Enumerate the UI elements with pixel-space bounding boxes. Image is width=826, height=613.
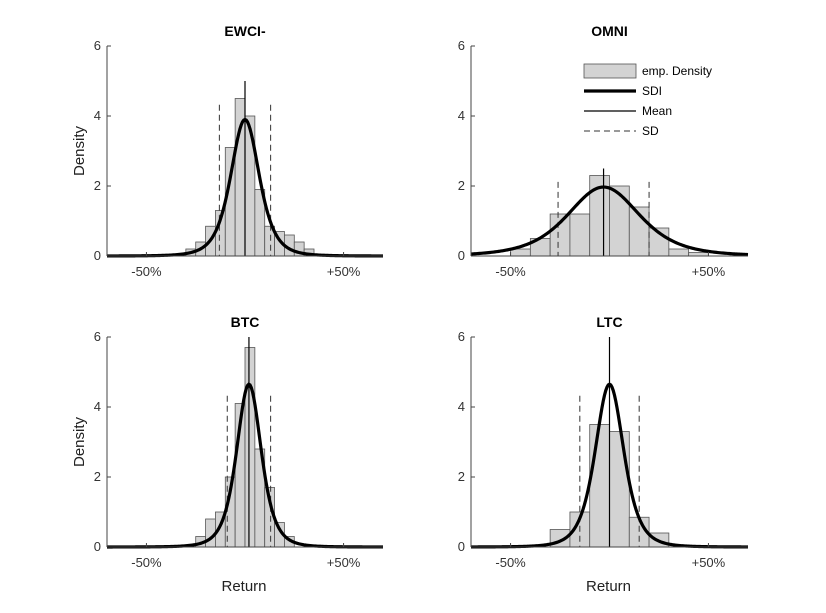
x-tick-label: +50% [692,264,726,279]
x-tick-label: -50% [131,264,162,279]
y-tick-label: 6 [94,329,101,344]
x-tick-label: +50% [692,555,726,570]
histogram-bar [688,252,709,257]
y-axis-label: Density [71,125,88,176]
legend: emp. Density SDI Mean SD [583,63,712,138]
panel-btc: BTC 0 2 4 6 -50% +50% Density Return [71,314,383,595]
x-tick-label: -50% [495,555,526,570]
histogram-bar [244,347,256,548]
y-tick-label: 2 [458,178,465,193]
chart-title: LTC [596,314,622,330]
y-tick-label: 4 [94,108,101,123]
y-tick-label: 4 [94,399,101,414]
x-tick-label: -50% [131,555,162,570]
legend-label: emp. Density [642,64,712,78]
histogram-bar [589,424,610,548]
y-tick-label: 6 [458,329,465,344]
panel-ltc: LTC 0 2 4 6 -50% +50% Return [458,314,748,595]
y-tick-label: 4 [458,399,465,414]
legend-label: SD [642,124,659,138]
chart-title: BTC [231,314,260,330]
y-tick-label: 0 [458,539,465,554]
y-axis-label: Density [71,416,88,467]
y-tick-label: 0 [94,539,101,554]
legend-swatch-histogram [583,63,637,79]
y-tick-label: 2 [94,178,101,193]
y-tick-label: 4 [458,108,465,123]
panel-omni: OMNI 0 2 4 6 -50% +50% emp. Density SDI Mean SD [458,23,749,279]
y-tick-label: 6 [94,38,101,53]
chart-title: EWCI- [224,23,266,39]
density-curve [470,185,749,257]
x-tick-label: -50% [495,264,526,279]
y-tick-label: 6 [458,38,465,53]
legend-label: Mean [642,104,672,118]
y-tick-label: 0 [458,248,465,263]
y-tick-label: 2 [458,469,465,484]
y-tick-label: 0 [94,248,101,263]
histogram-bar [609,185,630,257]
x-tick-label: +50% [327,264,361,279]
x-axis-label: Return [586,578,631,595]
histogram-bar [609,431,630,548]
legend-label: SDI [642,84,662,98]
histogram-bar [569,213,591,257]
x-tick-label: +50% [327,555,361,570]
chart-title: OMNI [591,23,628,39]
x-axis-label: Return [221,578,266,595]
y-tick-label: 2 [94,469,101,484]
histogram-bar [668,248,690,257]
panel-ewci-: EWCI- 0 2 4 6 -50% +50% Density [71,23,383,279]
